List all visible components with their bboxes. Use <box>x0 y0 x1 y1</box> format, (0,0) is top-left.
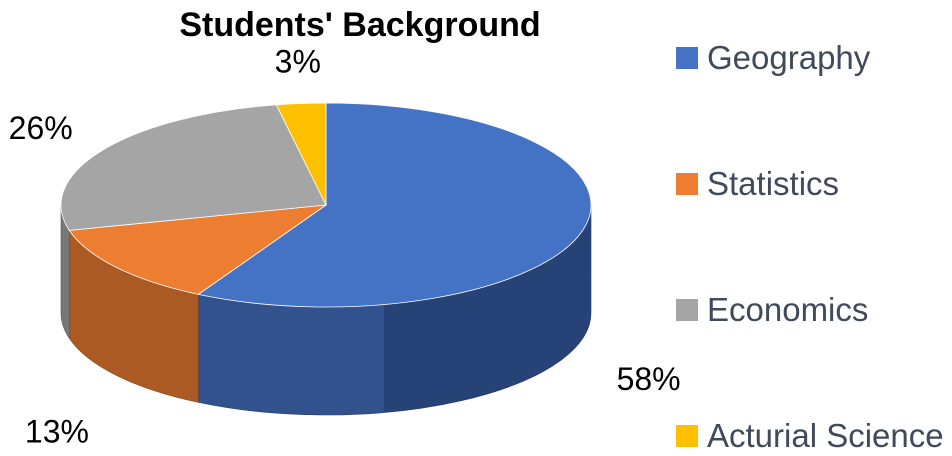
legend-item-economics: Economics <box>676 290 868 330</box>
legend-label-economics: Economics <box>707 291 869 328</box>
data-label-acturial-science: 3% <box>275 44 321 80</box>
pie-slice-acturial-science <box>275 102 327 206</box>
legend: Geography Statistics Economics Acturial … <box>676 0 952 456</box>
pie-side-shadow <box>384 210 591 413</box>
data-label-statistics: 13% <box>25 413 89 449</box>
data-label-geography: 58% <box>617 361 681 397</box>
pie-slice-statistics <box>68 204 328 295</box>
legend-label-geography: Geography <box>707 39 871 76</box>
legend-label-statistics: Statistics <box>707 165 840 202</box>
pie-slice-economics <box>60 104 327 231</box>
legend-swatch-statistics <box>676 173 698 195</box>
data-label-economics: 26% <box>9 110 73 146</box>
legend-item-statistics: Statistics <box>676 164 839 204</box>
pie-depth-layer <box>60 204 592 416</box>
legend-swatch-acturial-science <box>676 425 698 447</box>
legend-item-geography: Geography <box>676 38 870 78</box>
chart-title: Students' Background <box>179 6 541 44</box>
pie-slice-geography <box>197 102 592 308</box>
legend-swatch-geography <box>676 47 698 69</box>
data-labels: 58% 13% 26% 3% <box>9 44 681 450</box>
legend-swatch-economics <box>676 299 698 321</box>
legend-item-acturial-science: Acturial Science <box>676 416 944 456</box>
legend-label-acturial-science: Acturial Science <box>707 417 944 454</box>
pie-top-layer <box>60 102 592 308</box>
